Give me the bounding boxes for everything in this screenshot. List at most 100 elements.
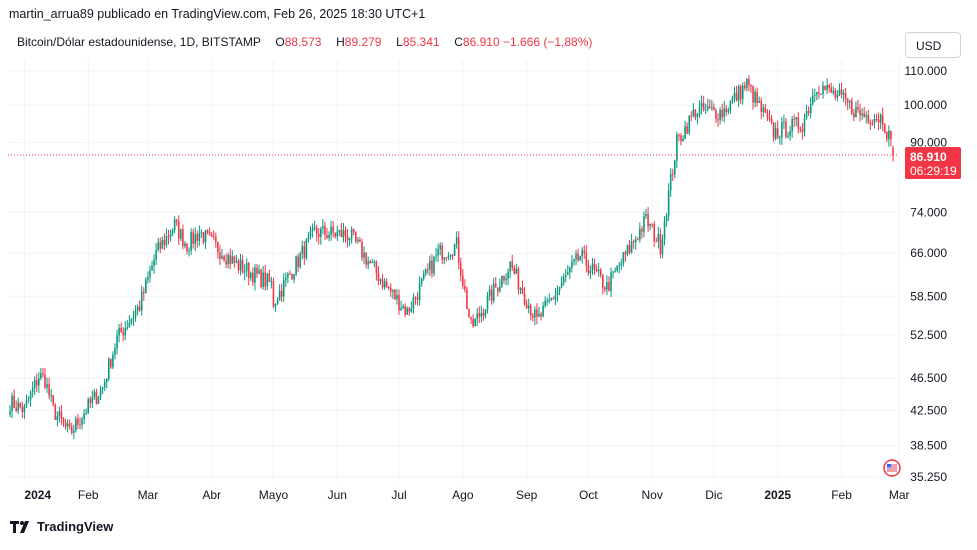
candle-body — [595, 269, 598, 271]
tradingview-brand[interactable]: TradingView — [10, 519, 113, 534]
candle-body — [709, 106, 711, 108]
candle-body — [200, 232, 203, 234]
candle-body — [188, 250, 190, 252]
candle-body — [256, 267, 258, 274]
candle-body — [676, 134, 678, 161]
low-label: L — [396, 35, 403, 49]
candle-body — [778, 137, 781, 139]
x-tick-label: Nov — [642, 488, 663, 502]
candle-body — [371, 262, 374, 264]
candle-body — [66, 423, 69, 427]
candle-body — [482, 312, 485, 316]
candle-body — [501, 275, 503, 287]
candle-body — [509, 261, 511, 272]
candle-body — [453, 244, 456, 256]
high-label: H — [336, 35, 345, 49]
y-tick-label: 52.500 — [910, 328, 947, 342]
candle-body — [149, 270, 151, 277]
candle-body — [591, 263, 594, 271]
candle-body — [608, 281, 610, 291]
candle-body — [385, 281, 388, 287]
candle-body — [711, 107, 713, 109]
candle-body — [161, 240, 164, 249]
candle-body — [577, 253, 579, 261]
candle-body — [651, 223, 653, 225]
candle-body — [215, 237, 217, 242]
candle-body — [739, 86, 742, 100]
candle-body — [548, 299, 551, 301]
candle-body — [606, 281, 608, 290]
candle-body — [285, 277, 287, 281]
candle-body — [239, 259, 242, 271]
candle-body — [293, 274, 295, 280]
candle-body — [579, 256, 581, 261]
candle-body — [17, 402, 20, 411]
candle-body — [414, 297, 417, 299]
candle-body — [138, 306, 141, 311]
candle-body — [844, 93, 847, 100]
candle-body — [177, 221, 180, 239]
candle-body — [538, 313, 540, 317]
candle-body — [387, 286, 390, 289]
candle-body — [305, 239, 308, 259]
candle-body — [719, 110, 721, 121]
candle-body — [396, 294, 398, 300]
candle-body — [352, 229, 355, 232]
candle-body — [620, 263, 623, 266]
candle-body — [132, 317, 135, 319]
candle-body — [163, 240, 166, 246]
candle-body — [569, 267, 571, 273]
candle-body — [60, 411, 63, 419]
candle-body — [772, 122, 775, 139]
candle-body — [702, 102, 705, 111]
candle-body — [62, 418, 65, 423]
candle-body — [556, 290, 559, 296]
candle-body — [52, 395, 55, 405]
candle-body — [367, 261, 369, 265]
candle-body — [822, 85, 824, 95]
candle-body — [439, 245, 441, 250]
candle-body — [173, 219, 176, 230]
candle-body — [192, 232, 194, 244]
candle-body — [618, 265, 621, 267]
candle-body — [544, 300, 546, 306]
candle-body — [418, 283, 421, 300]
change-value: −1.666 (−1,88%) — [502, 35, 593, 49]
candle-body — [859, 109, 861, 116]
candle-body — [622, 252, 625, 264]
candle-body — [725, 108, 728, 113]
candle-body — [289, 274, 291, 276]
candle-body — [820, 93, 822, 95]
candle-body — [317, 233, 320, 238]
candle-body — [319, 228, 322, 238]
candle-body — [322, 226, 324, 229]
candle-body — [717, 118, 719, 121]
candle-body — [313, 227, 316, 229]
candle-body — [379, 279, 382, 282]
candle-body — [713, 107, 715, 110]
candle-body — [462, 275, 464, 287]
candle-body — [818, 92, 820, 94]
open-value: 88.573 — [284, 35, 322, 49]
candle-body — [40, 373, 42, 379]
candle-body — [873, 118, 876, 124]
candle-body — [643, 216, 645, 232]
candle-body — [686, 126, 688, 134]
candle-body — [83, 413, 85, 420]
currency-button[interactable]: USD — [905, 32, 961, 58]
candle-body — [527, 305, 530, 309]
candle-body — [282, 280, 285, 297]
candle-body — [875, 118, 878, 120]
candle-body — [38, 378, 40, 386]
candle-body — [35, 380, 38, 386]
y-tick-label: 74.000 — [910, 205, 947, 219]
candle-body — [826, 84, 828, 90]
x-tick-label: Mar — [889, 488, 910, 502]
candle-body — [287, 274, 289, 278]
candle-body — [468, 309, 470, 318]
candle-body — [93, 391, 96, 398]
candle-body — [309, 230, 312, 237]
candle-body — [110, 359, 112, 368]
